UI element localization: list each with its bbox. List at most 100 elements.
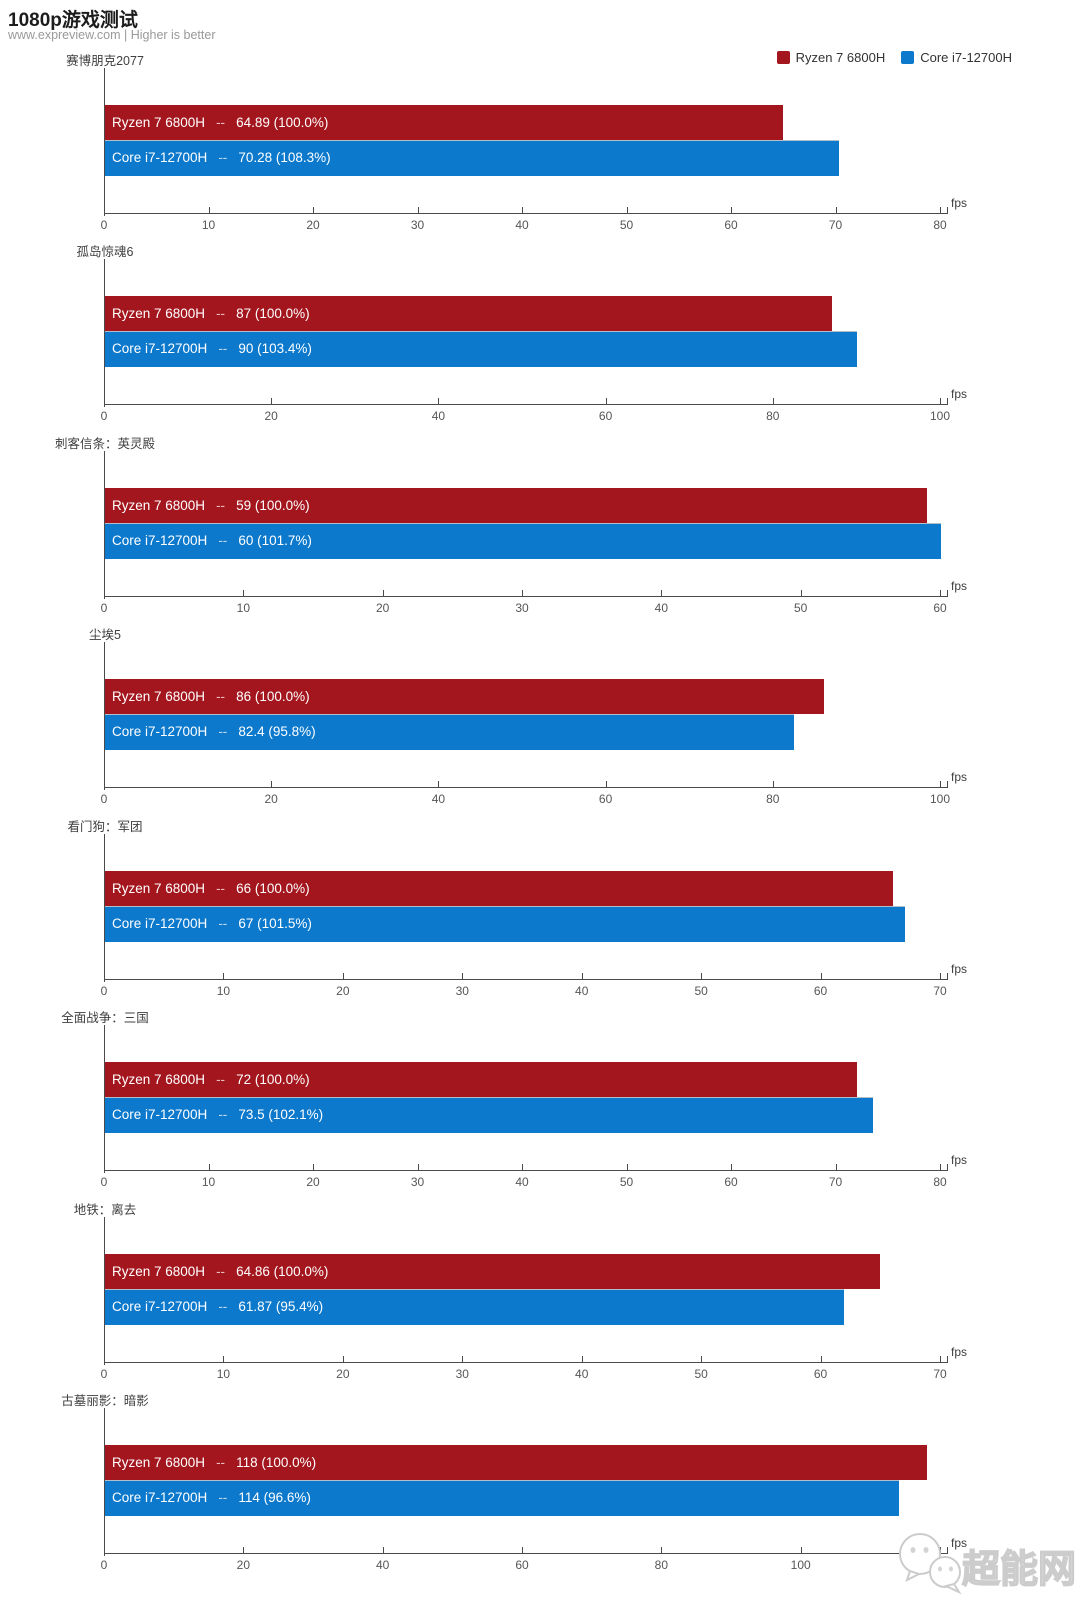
tick-label: 50	[694, 1367, 708, 1381]
tick-label: 60	[933, 601, 947, 615]
chart-block: 看门狗：军团 Ryzen 7 6800H -- 66 (100.0%) Core i7…	[0, 812, 1080, 1004]
tick-label: 80	[933, 1175, 947, 1189]
bar-separator: --	[216, 1072, 226, 1087]
tick-label: 50	[793, 601, 808, 615]
bar-series-name: Core i7-12700H	[112, 1490, 208, 1505]
game-title: 地铁：离去	[73, 1203, 137, 1217]
tick-label: 40	[575, 1367, 589, 1381]
legend-swatch	[776, 51, 790, 64]
game-title: 刺客信条：英灵殿	[54, 437, 155, 451]
y-axis-line	[104, 642, 105, 790]
axis-tick	[940, 590, 941, 596]
axis-tick	[820, 1356, 822, 1362]
tick-label: 40	[515, 1175, 529, 1189]
axis-unit-label: fps	[951, 1536, 968, 1550]
axis-end-tick	[947, 781, 948, 787]
bar-value: 87 (100.0%)	[236, 306, 310, 321]
axis-end-tick	[947, 1356, 948, 1362]
axis-end-tick	[947, 398, 948, 404]
axis-tick	[661, 590, 663, 596]
y-axis-line	[104, 68, 105, 216]
x-axis-line	[104, 404, 948, 405]
tick-label: 80	[766, 792, 780, 806]
watermark: 超能网	[890, 1524, 1080, 1604]
axis-tick	[940, 398, 941, 404]
bar-ryzen: Ryzen 7 6800H -- 64.86 (100.0%)	[105, 1254, 880, 1289]
axis-tick	[243, 590, 245, 596]
axis-tick	[104, 1547, 105, 1553]
bar-separator: --	[216, 1264, 226, 1279]
tick-label: 70	[828, 218, 843, 232]
axis-tick	[581, 1356, 583, 1362]
bar-intel: Core i7-12700H -- 70.28 (108.3%)	[105, 140, 840, 176]
axis-unit-label: fps	[951, 770, 968, 784]
y-axis-line	[104, 834, 105, 982]
tick-label: 0	[100, 601, 108, 615]
bar-separator: --	[218, 1107, 228, 1122]
game-title: 孤岛惊魂6	[76, 245, 134, 259]
axis-unit-label: fps	[951, 1345, 968, 1359]
tick-label: 0	[100, 1175, 108, 1189]
chart-block: 尘埃5 Ryzen 7 6800H -- 86 (100.0%) Core i7-12…	[0, 620, 1080, 812]
tick-label: 60	[724, 1175, 738, 1189]
axis-tick	[104, 781, 105, 787]
axis-tick	[940, 1164, 941, 1170]
tick-label: 80	[933, 218, 947, 232]
axis-tick	[104, 1164, 105, 1170]
tick-label: 0	[100, 792, 108, 806]
bar-separator: --	[216, 306, 226, 321]
tick-label: 40	[431, 792, 446, 806]
chart-block: 孤岛惊魂6 Ryzen 7 6800H -- 87 (100.0%) Core i7-…	[0, 237, 1080, 429]
bar-value: 114 (96.6%)	[238, 1490, 311, 1505]
x-axis-line	[104, 213, 948, 214]
axis-tick	[701, 973, 703, 979]
tick-label: 30	[455, 1367, 469, 1381]
tick-label: 10	[216, 984, 231, 998]
tick-label: 30	[410, 1175, 425, 1189]
axis-tick	[835, 207, 837, 213]
bar-value: 60 (101.7%)	[238, 533, 312, 548]
tick-label: 20	[264, 792, 278, 806]
tick-label: 60	[724, 218, 738, 232]
axis-unit-label: fps	[951, 1153, 968, 1167]
tick-label: 60	[813, 984, 828, 998]
chart-block: 刺客信条：英灵殿 Ryzen 7 6800H -- 59 (100.0%) Core …	[0, 429, 1080, 621]
bar-separator: --	[216, 498, 226, 513]
bar-separator: --	[216, 689, 226, 704]
page-subtitle: www.expreview.com | Higher is better	[8, 28, 216, 42]
tick-label: 40	[431, 409, 446, 423]
bar-separator: --	[216, 115, 226, 130]
bar-intel: Core i7-12700H -- 61.87 (95.4%)	[105, 1289, 844, 1325]
axis-tick	[940, 973, 941, 979]
axis-tick	[626, 1164, 628, 1170]
tick-label: 60	[515, 1558, 529, 1572]
bar-value: 90 (103.4%)	[238, 341, 312, 356]
tick-label: 60	[598, 792, 613, 806]
axis-tick	[940, 207, 941, 213]
game-title: 尘埃5	[89, 628, 121, 642]
tick-label: 20	[375, 601, 390, 615]
tick-label: 10	[236, 601, 250, 615]
bar-separator: --	[218, 724, 228, 739]
axis-tick	[522, 590, 523, 596]
axis-tick	[223, 973, 225, 979]
tick-label: 10	[201, 1175, 216, 1189]
y-axis-line	[104, 1408, 105, 1556]
bar-value: 66 (100.0%)	[236, 881, 310, 896]
tick-label: 20	[336, 984, 350, 998]
legend-item: Core i7-12700H	[901, 50, 1012, 65]
bar-separator: --	[218, 1490, 228, 1505]
y-axis-line	[104, 1217, 105, 1365]
bar-series-name: Core i7-12700H	[112, 341, 208, 356]
chart-block: 地铁：离去 Ryzen 7 6800H -- 64.86 (100.0%) Core …	[0, 1195, 1080, 1387]
tick-label: 70	[933, 1367, 947, 1381]
axis-unit-label: fps	[951, 196, 968, 210]
bar-series-name: Ryzen 7 6800H	[112, 1072, 206, 1087]
tick-label: 10	[201, 218, 216, 232]
chart-block: 古墓丽影：暗影 Ryzen 7 6800H -- 118 (100.0%) Core …	[0, 1386, 1080, 1578]
x-axis-line	[104, 596, 948, 597]
x-axis-line	[104, 979, 948, 980]
bar-intel: Core i7-12700H -- 67 (101.5%)	[105, 906, 906, 942]
bar-ryzen: Ryzen 7 6800H -- 118 (100.0%)	[105, 1445, 928, 1480]
axis-tick	[208, 207, 210, 213]
